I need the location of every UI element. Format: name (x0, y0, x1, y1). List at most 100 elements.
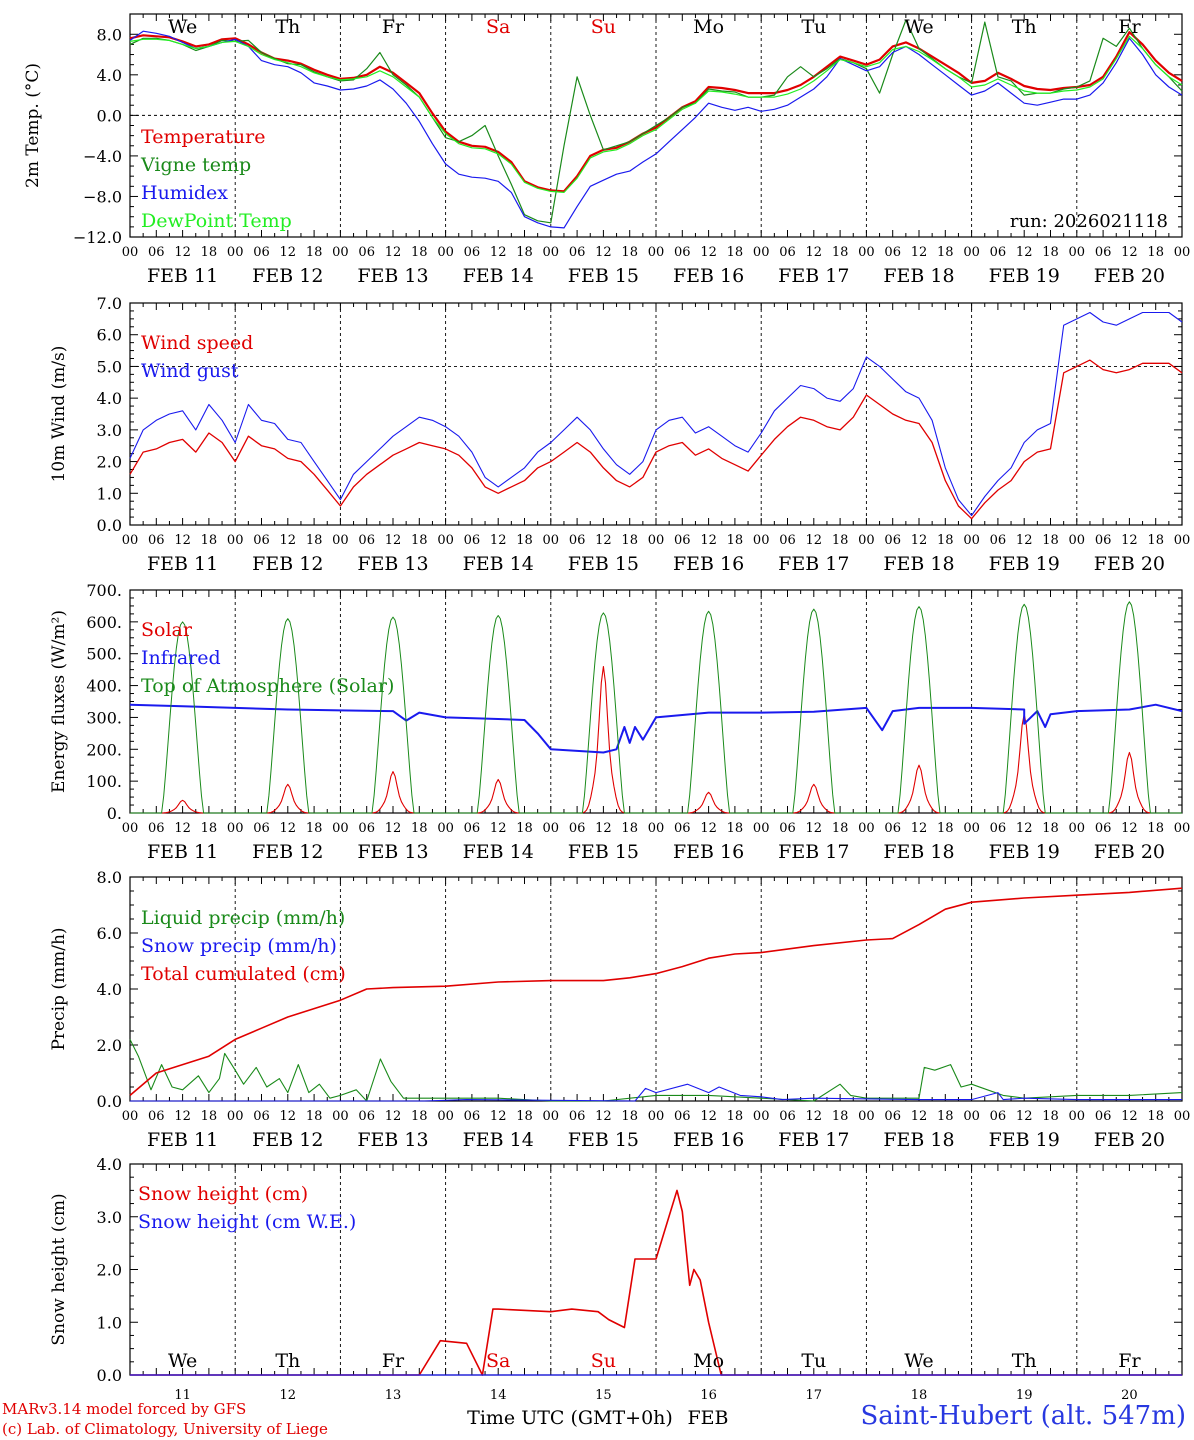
hour-tick-label: 06 (884, 1109, 901, 1124)
date-label: FEB 19 (989, 841, 1060, 863)
legend-entry: Liquid precip (mm/h) (141, 907, 345, 929)
legend-entry: Snow precip (mm/h) (141, 935, 337, 957)
hour-tick-label: 12 (1016, 533, 1033, 548)
y-tick-label: 200. (86, 740, 122, 759)
hour-tick-label: 06 (358, 533, 375, 548)
y-tick-label: −12.0 (73, 228, 122, 247)
hour-tick-label: 06 (148, 533, 165, 548)
day-number-label: 11 (174, 1388, 191, 1403)
hour-tick-label: 18 (937, 821, 954, 836)
hour-tick-label: 00 (1174, 245, 1191, 260)
hour-tick-label: 00 (227, 1109, 244, 1124)
weekday-label: We (904, 1350, 933, 1372)
hour-tick-label: 06 (779, 245, 796, 260)
date-label: FEB 18 (883, 553, 954, 575)
hour-tick-label: 12 (174, 1109, 191, 1124)
date-label: FEB 17 (778, 1129, 849, 1151)
hour-tick-label: 06 (1095, 533, 1112, 548)
series-line-total-cumulated-cm- (129, 887, 1183, 1097)
hour-tick-label: 06 (884, 533, 901, 548)
weekday-label: Tu (801, 1350, 826, 1372)
hour-tick-label: 06 (148, 821, 165, 836)
date-label: FEB 16 (673, 1129, 744, 1151)
hour-tick-label: 12 (385, 821, 402, 836)
legend-entry: DewPoint Temp (141, 210, 292, 232)
series-line-snow-height-cm- (130, 1189, 1182, 1376)
date-label: FEB 12 (252, 265, 323, 287)
hour-tick-label: 18 (516, 1109, 533, 1124)
weekday-label: Mo (693, 1350, 724, 1372)
y-tick-label: 3.0 (97, 421, 122, 440)
hour-tick-label: 00 (122, 1109, 139, 1124)
hour-tick-label: 12 (280, 1109, 297, 1124)
hour-tick-label: 12 (700, 1109, 717, 1124)
weekday-label: Su (591, 1350, 616, 1372)
date-label: FEB 12 (252, 1129, 323, 1151)
hour-tick-label: 18 (1147, 821, 1164, 836)
day-number-label: 18 (911, 1388, 928, 1403)
hour-tick-label: 00 (963, 533, 980, 548)
weekday-label: Sa (486, 1350, 510, 1372)
hour-tick-label: 18 (411, 821, 428, 836)
panel-wind: 0.0 1.0 2.0 3.0 4.0 5.0 6.0 7.0 10m Wind (m/s) Wi… (49, 294, 1190, 575)
hour-tick-label: 00 (858, 533, 875, 548)
hour-tick-label: 00 (1069, 245, 1086, 260)
day-number-label: 15 (595, 1388, 612, 1403)
date-label: FEB 14 (463, 553, 534, 575)
hour-tick-label: 06 (464, 245, 481, 260)
hour-tick-label: 00 (437, 245, 454, 260)
hour-tick-label: 00 (1174, 1109, 1191, 1124)
y-tick-label: 3.0 (97, 1208, 122, 1227)
x-axis-title: Time UTC (GMT+0h) (467, 1407, 673, 1429)
hour-tick-label: 00 (1174, 533, 1191, 548)
hour-tick-label: 12 (490, 821, 507, 836)
y-tick-label: 4.0 (97, 1155, 122, 1174)
hour-tick-label: 12 (595, 1109, 612, 1124)
hour-tick-label: 06 (148, 245, 165, 260)
hour-tick-label: 18 (727, 533, 744, 548)
hour-tick-label: 18 (621, 821, 638, 836)
hour-tick-label: 12 (280, 245, 297, 260)
hour-tick-label: 12 (280, 821, 297, 836)
hour-tick-label: 12 (1016, 1109, 1033, 1124)
y-axis-title: Snow height (cm) (49, 1193, 69, 1345)
legend-entry: Wind speed (141, 332, 253, 354)
hour-tick-label: 12 (385, 245, 402, 260)
date-label: FEB 17 (778, 553, 849, 575)
date-label: FEB 11 (147, 1129, 218, 1151)
weekday-label: Su (591, 16, 616, 38)
hour-tick-label: 06 (779, 821, 796, 836)
hour-tick-label: 18 (621, 533, 638, 548)
date-label: FEB 19 (989, 265, 1060, 287)
y-tick-label: 100. (86, 772, 122, 791)
y-tick-label: 400. (86, 677, 122, 696)
y-tick-label: 500. (86, 645, 122, 664)
legend-entry: Humidex (141, 182, 228, 204)
series-line-humidex (129, 30, 1183, 229)
weekday-label: Th (1012, 1350, 1037, 1372)
hour-tick-label: 00 (227, 821, 244, 836)
hour-tick-label: 00 (1069, 1109, 1086, 1124)
date-label: FEB 18 (883, 1129, 954, 1151)
weekday-label: Sa (486, 16, 510, 38)
y-tick-label: 5.0 (97, 357, 122, 376)
hour-tick-label: 18 (832, 821, 849, 836)
hour-tick-label: 18 (832, 533, 849, 548)
hour-tick-label: 18 (411, 1109, 428, 1124)
hour-tick-label: 18 (727, 821, 744, 836)
hour-tick-label: 00 (332, 245, 349, 260)
series-line-liquid-precip-mm-h- (129, 1039, 1183, 1102)
hour-tick-label: 00 (1069, 533, 1086, 548)
date-label: FEB 16 (673, 265, 744, 287)
panel-snow: 0.0 1.0 2.0 3.0 4.0 Snow height (cm) Snow heig… (49, 1155, 1183, 1385)
hour-tick-label: 18 (411, 533, 428, 548)
hour-tick-label: 12 (385, 1109, 402, 1124)
hour-tick-label: 06 (1095, 821, 1112, 836)
hour-tick-label: 06 (358, 821, 375, 836)
hour-tick-label: 06 (990, 821, 1007, 836)
y-tick-label: 0.0 (97, 516, 122, 535)
date-label: FEB 12 (252, 841, 323, 863)
run-label: run: 2026021118 (1010, 211, 1168, 232)
hour-tick-label: 12 (806, 245, 823, 260)
hour-tick-label: 12 (911, 821, 928, 836)
